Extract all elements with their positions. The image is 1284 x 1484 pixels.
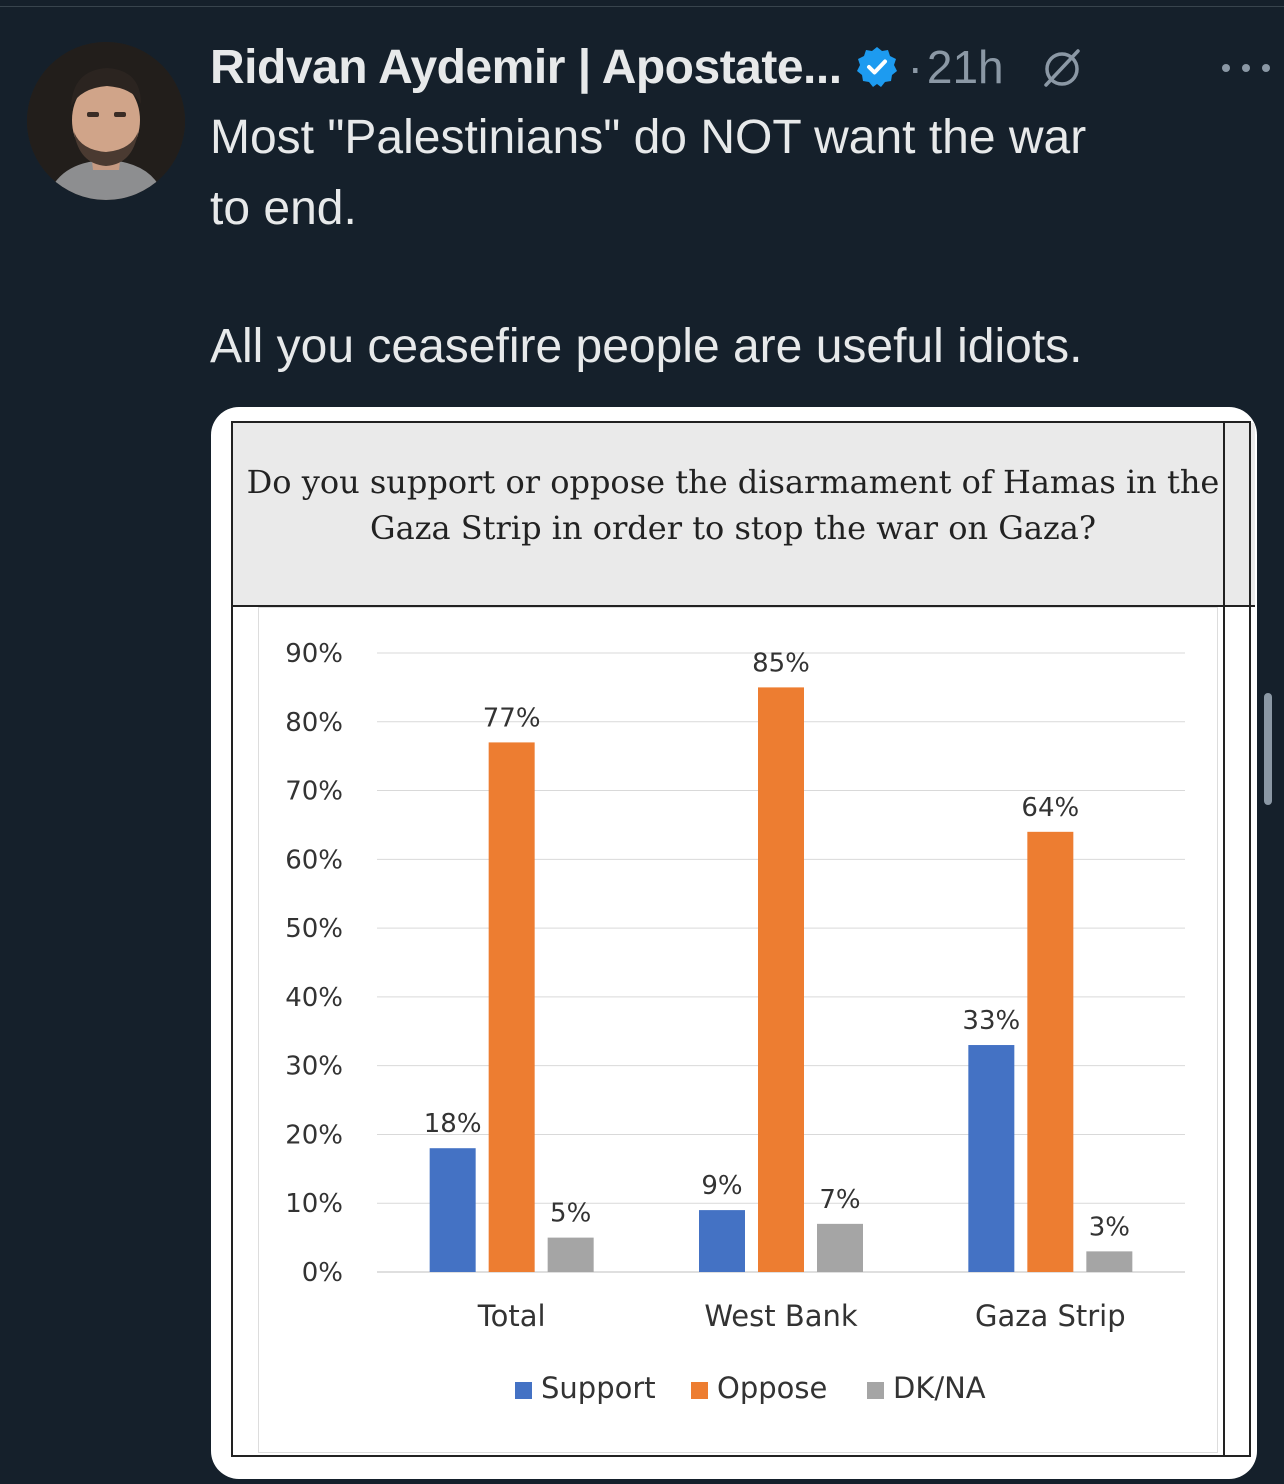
legend-label: DK/NA	[893, 1371, 986, 1405]
y-tick-label: 60%	[285, 845, 343, 875]
y-tick-label: 70%	[285, 777, 343, 807]
data-label: 77%	[483, 703, 541, 733]
y-tick-label: 80%	[285, 708, 343, 738]
scrollbar[interactable]	[1264, 693, 1272, 805]
top-divider	[0, 6, 1284, 7]
bar-support-total	[429, 1148, 476, 1272]
legend-swatch	[691, 1382, 708, 1399]
legend-swatch	[867, 1382, 884, 1399]
dot-separator: ·	[907, 41, 923, 93]
verified-badge-icon	[854, 44, 900, 90]
bar-dkna-west-bank	[817, 1223, 863, 1272]
y-tick-label: 10%	[285, 1189, 343, 1219]
data-label: 5%	[550, 1199, 591, 1229]
data-label: 9%	[701, 1171, 742, 1201]
bar-oppose-gaza-strip	[1027, 831, 1074, 1272]
x-category-label: West Bank	[704, 1299, 858, 1333]
bar-dkna-gaza-strip	[1086, 1251, 1133, 1272]
y-tick-label: 90%	[285, 639, 343, 669]
bar-support-gaza-strip	[968, 1045, 1015, 1272]
author-name[interactable]: Ridvan Aydemir | Apostate...	[210, 40, 842, 94]
chart-question-header: Do you support or oppose the disarmament…	[233, 423, 1255, 607]
data-label: 64%	[1021, 793, 1079, 823]
legend-label: Oppose	[717, 1371, 827, 1405]
legend-label: Support	[541, 1371, 656, 1405]
data-label: 3%	[1089, 1212, 1130, 1242]
chart-area: 0% 10% 20% 30% 40% 50% 60% 70% 80% 90% 18% 77% 5% Tot…	[258, 607, 1218, 1453]
y-tick-label: 20%	[285, 1120, 343, 1150]
y-tick-label: 30%	[285, 1052, 343, 1082]
data-label: 33%	[962, 1006, 1020, 1036]
y-tick-label: 0%	[302, 1258, 343, 1288]
tweet-text-line-2: to end.	[210, 182, 357, 235]
bar-dkna-total	[547, 1237, 594, 1272]
bar-chart: 0% 10% 20% 30% 40% 50% 60% 70% 80% 90% 18% 77% 5% Tot…	[285, 639, 1185, 1405]
chart-question-text: Do you support or oppose the disarmament…	[246, 463, 1220, 547]
tweet-text-line-3: All you ceasefire people are useful idio…	[210, 320, 1083, 373]
data-label: 85%	[752, 648, 810, 678]
avatar[interactable]	[27, 42, 185, 200]
x-category-label: Gaza Strip	[975, 1299, 1126, 1333]
data-label: 18%	[424, 1109, 482, 1139]
bar-oppose-total	[488, 742, 535, 1272]
tweet-time[interactable]: 21h	[926, 41, 1004, 93]
tweet-header: Ridvan Aydemir | Apostate... · 21h	[210, 36, 1270, 98]
tweet-text-line-1: Most "Palestinians" do NOT want the war	[210, 111, 1087, 164]
data-label: 7%	[819, 1185, 860, 1215]
legend-swatch	[515, 1382, 532, 1399]
grok-icon[interactable]	[1038, 43, 1086, 91]
more-icon[interactable]	[1222, 48, 1270, 88]
table-frame-right	[1223, 421, 1225, 1457]
table-frame	[231, 421, 1251, 1457]
y-tick-label: 40%	[285, 983, 343, 1013]
bar-support-west-bank	[699, 1210, 745, 1272]
bar-oppose-west-bank	[758, 687, 804, 1272]
x-category-label: Total	[477, 1299, 546, 1333]
tweet-media-image[interactable]: Do you support or oppose the disarmament…	[211, 407, 1257, 1479]
avatar-image	[27, 42, 185, 200]
y-tick-label: 50%	[285, 914, 343, 944]
